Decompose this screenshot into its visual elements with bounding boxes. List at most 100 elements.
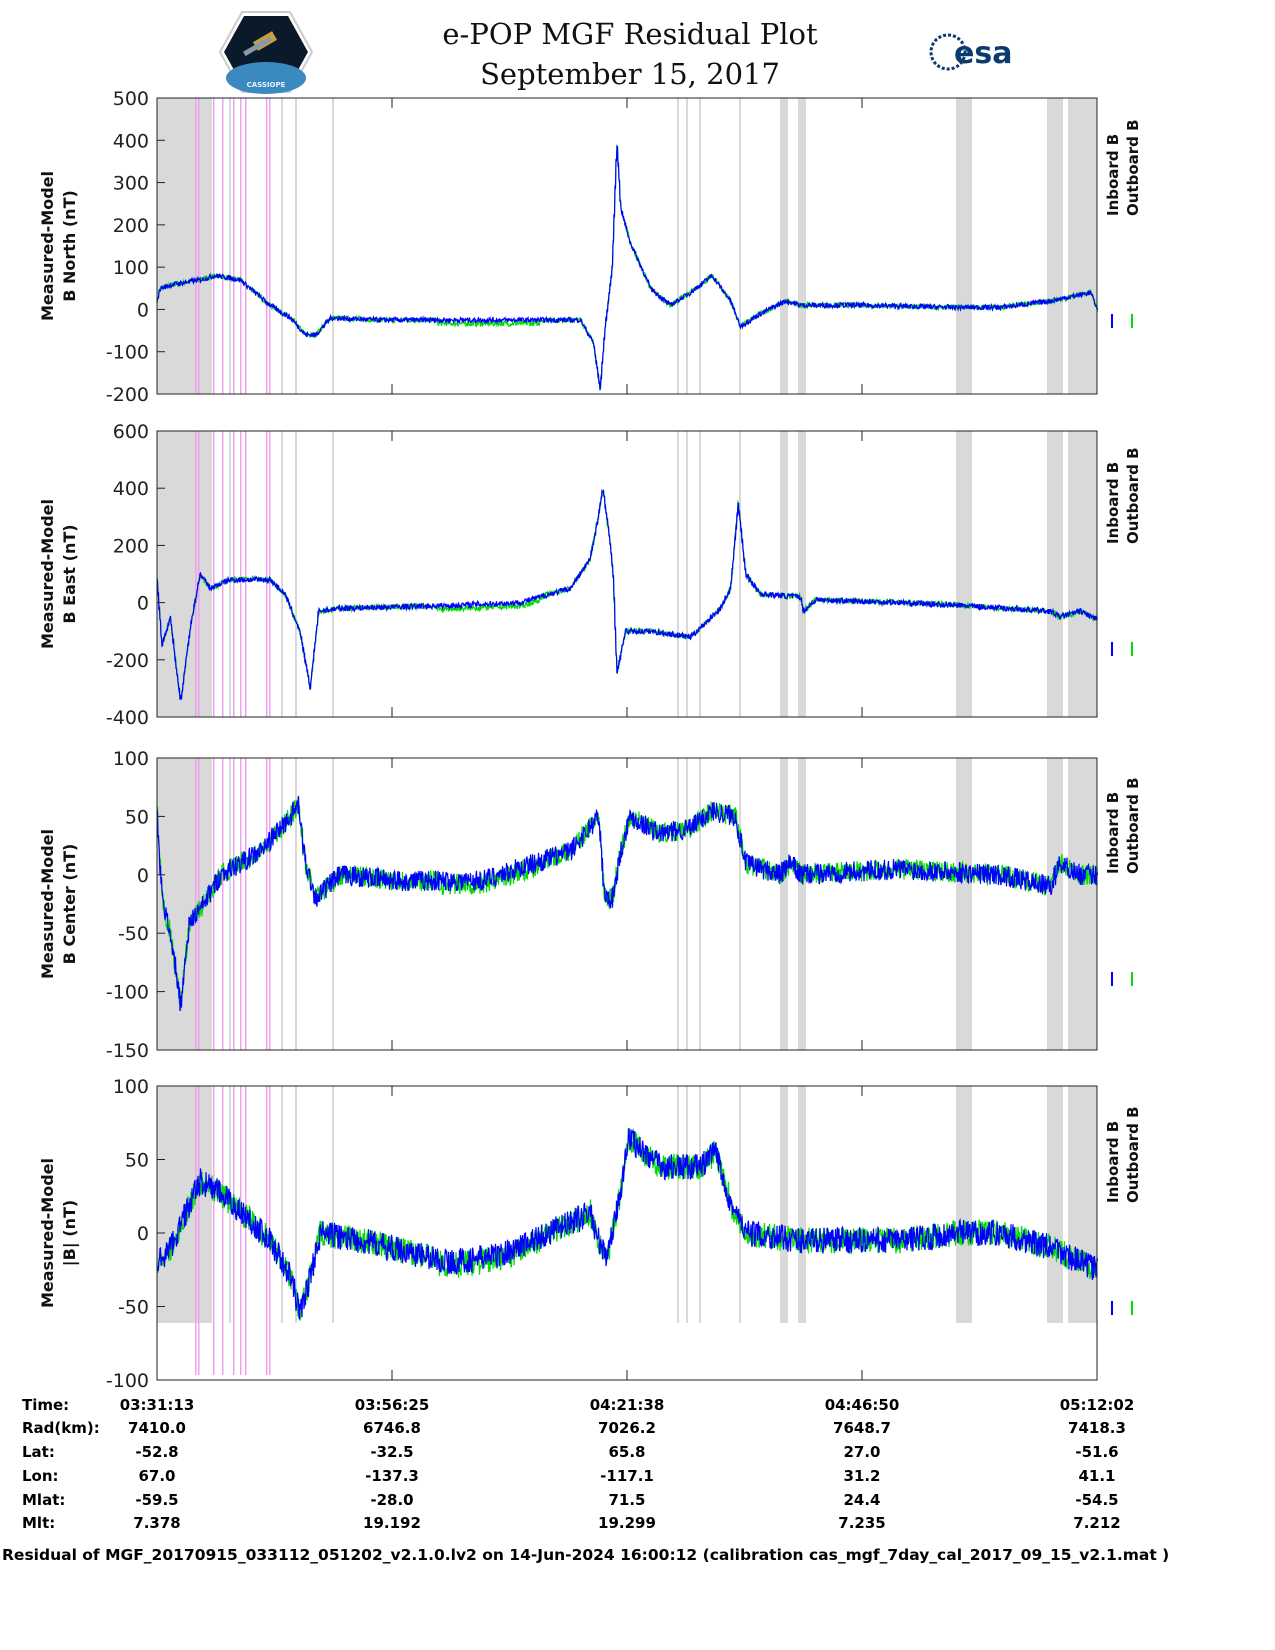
cassiope-logo-text: CASSIOPE [247, 81, 286, 89]
data-gap-line [295, 98, 297, 394]
data-gap-line [739, 1086, 741, 1323]
info-cell: 03:31:13 [119, 1396, 195, 1414]
y-tick-label: 400 [113, 130, 149, 152]
flag-line [195, 431, 197, 717]
info-cell: 65.8 [608, 1443, 646, 1461]
info-row-label: Lon: [22, 1467, 59, 1485]
inboard-b-line [156, 795, 1099, 1011]
panel-2: 600 400 200 0 -200 -400 Measured-Model B East (… [38, 421, 1142, 729]
y-tick-label: -100 [106, 982, 149, 1004]
data-gap-band [780, 431, 788, 717]
info-cell: 03:56:25 [354, 1396, 430, 1414]
y-tick-label: -100 [106, 1370, 149, 1392]
flag-line [233, 431, 235, 717]
title-line-2: September 15, 2017 [480, 57, 780, 91]
flag-line [269, 431, 271, 717]
data-gap-band [798, 758, 806, 1050]
y-tick-label: 200 [113, 215, 149, 237]
data-gap-band [780, 758, 788, 1050]
y-tick-label: 100 [113, 257, 149, 279]
legend-label: Inboard B [1104, 792, 1122, 874]
data-gap-line [295, 431, 297, 717]
flag-line [222, 758, 224, 1050]
y-tick-label: 600 [113, 421, 149, 443]
info-cell: -52.8 [135, 1443, 179, 1461]
data-gap-band [1068, 431, 1097, 717]
y-tick-label: 0 [137, 299, 149, 321]
info-cell: 41.1 [1078, 1467, 1116, 1485]
data-gap-band [956, 758, 972, 1050]
y-tick-label: -50 [118, 923, 149, 945]
y-tick-label: 0 [137, 593, 149, 615]
data-gap-line [281, 758, 283, 1050]
info-cell: 7418.3 [1068, 1419, 1126, 1437]
data-gap-line [229, 758, 231, 1050]
y-tick-label: -400 [106, 707, 149, 729]
flag-line [198, 1086, 200, 1375]
data-gap-band [956, 431, 972, 717]
legend-label: Outboard B [1124, 1106, 1142, 1203]
flag-line [269, 98, 271, 394]
y-tick-label: -200 [106, 384, 149, 406]
y-tick-label: -50 [118, 1297, 149, 1319]
data-gap-band [1068, 98, 1097, 394]
data-gap-line [183, 758, 185, 1050]
esa-logo: esa [929, 33, 1012, 71]
data-gap-line [332, 758, 334, 1050]
flag-line [213, 98, 215, 394]
plot-title: e-POP MGF Residual Plot September 15, 20… [380, 14, 880, 94]
title-line-1: e-POP MGF Residual Plot [442, 17, 818, 51]
data-gap-band [798, 1086, 806, 1323]
info-cell: 67.0 [138, 1467, 176, 1485]
flag-line [222, 98, 224, 394]
data-gap-band [798, 98, 806, 394]
flag-line [245, 431, 247, 717]
data-gap-line [677, 758, 679, 1050]
data-gap-band [780, 98, 788, 394]
info-cell: -28.0 [370, 1491, 414, 1509]
info-cell: 7026.2 [598, 1419, 656, 1437]
info-cell: 19.192 [363, 1514, 421, 1532]
info-cell: -137.3 [365, 1467, 419, 1485]
flag-line [269, 758, 271, 1050]
data-gap-line [332, 431, 334, 717]
y-tick-label: 500 [113, 88, 149, 110]
flag-line [233, 758, 235, 1050]
info-cell: 7410.0 [128, 1419, 186, 1437]
flag-line [195, 1086, 197, 1375]
y-tick-label: -200 [106, 650, 149, 672]
legend-label: Outboard B [1124, 119, 1142, 216]
flag-line [266, 98, 268, 394]
flag-line [198, 98, 200, 394]
legend-label: Inboard B [1104, 462, 1122, 544]
flag-line [240, 758, 242, 1050]
data-gap-band [780, 1086, 788, 1323]
cassiope-logo: CASSIOPE [218, 11, 314, 94]
info-cell: 7.212 [1073, 1514, 1121, 1532]
data-gap-line [332, 1086, 334, 1323]
data-gap-line [699, 98, 701, 394]
info-cell: 7.235 [838, 1514, 886, 1532]
flag-line [198, 431, 200, 717]
data-gap-line [699, 758, 701, 1050]
data-gap-line [686, 98, 688, 394]
flag-line [222, 431, 224, 717]
data-gap-line [677, 1086, 679, 1323]
panel-1: 500 400 300 200 100 0 -100 -200 Measured-Model B … [38, 88, 1142, 406]
data-gap-line [295, 1086, 297, 1323]
y-tick-label: 200 [113, 535, 149, 557]
data-gap-band [1047, 758, 1063, 1050]
y-axis-label: B Center (nT) [60, 844, 79, 965]
flag-line [266, 431, 268, 717]
footer-caption: Residual of MGF_20170915_033112_051202_v… [2, 1546, 1170, 1564]
y-tick-label: 50 [125, 806, 149, 828]
flag-line [233, 98, 235, 394]
legend-label: Inboard B [1104, 1121, 1122, 1203]
info-cell: 27.0 [843, 1443, 881, 1461]
data-gap-line [229, 1086, 231, 1323]
data-gap-line [281, 98, 283, 394]
flag-line [245, 98, 247, 394]
flag-line [195, 758, 197, 1050]
info-cell: 24.4 [843, 1491, 881, 1509]
y-tick-label: 100 [113, 748, 149, 770]
